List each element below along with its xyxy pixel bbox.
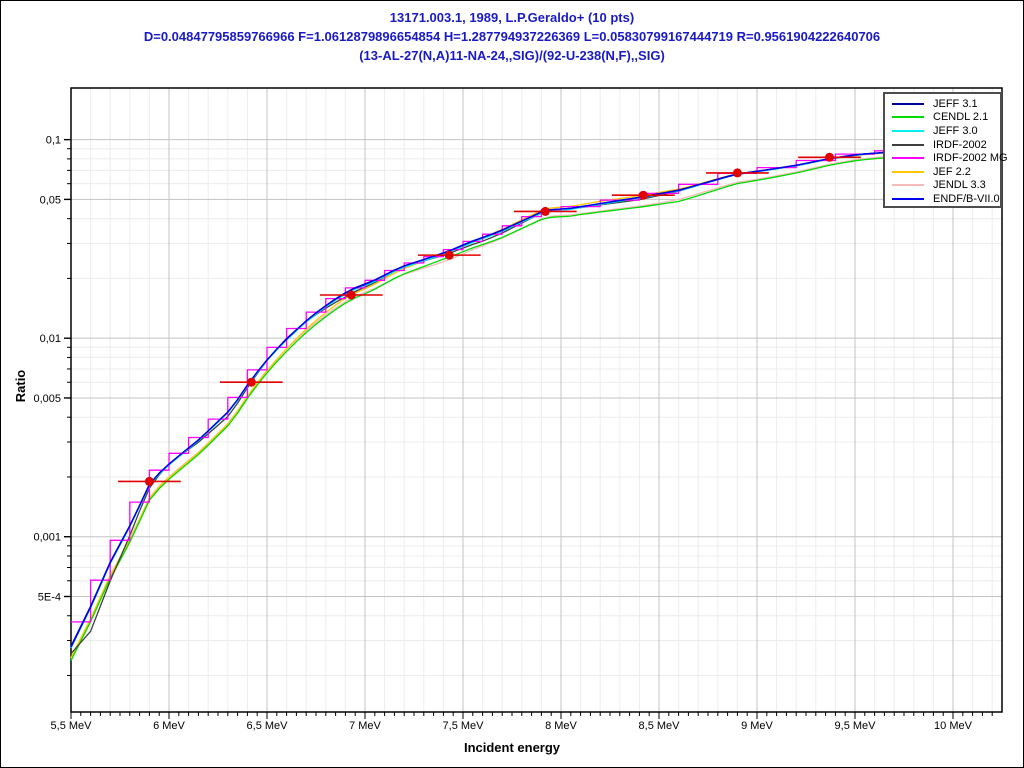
curve-jendl-3.3[interactable] bbox=[70, 147, 1003, 659]
data-point[interactable] bbox=[444, 250, 454, 260]
x-axis-title: Incident energy bbox=[463, 740, 561, 755]
legend-item-irdf-2002-mg[interactable]: IRDF-2002 MG bbox=[892, 151, 1008, 165]
legend-label: JEFF 3.1 bbox=[933, 97, 978, 110]
legend-item-cendl-2.1[interactable]: CENDL 2.1 bbox=[892, 111, 1000, 125]
x-tick-label: 10 MeV bbox=[934, 720, 973, 732]
legend-line-sample bbox=[892, 129, 924, 132]
legend-item-jeff-3.1[interactable]: JEFF 3.1 bbox=[892, 97, 1000, 111]
data-point[interactable] bbox=[346, 290, 356, 300]
legend-line-sample bbox=[892, 157, 924, 160]
legend-item-irdf-2002[interactable]: IRDF-2002 bbox=[892, 138, 1000, 152]
x-tick-label: 6,5 MeV bbox=[247, 720, 289, 732]
title-line-statistics: D=0.04847795859766966 F=1.06128798966548… bbox=[143, 29, 881, 44]
legend-item-endf-b-vii.0[interactable]: ENDF/B-VII.0 bbox=[892, 192, 1000, 206]
legend-line-sample bbox=[892, 116, 924, 119]
x-tick-label: 6 MeV bbox=[153, 720, 185, 732]
title-line-dataset: 13171.003.1, 1989, L.P.Geraldo+ (10 pts) bbox=[389, 10, 635, 25]
title-line-reaction: (13-AL-27(N,A)11-NA-24,,SIG)/(92-U-238(N… bbox=[359, 48, 665, 63]
x-tick-label: 7 MeV bbox=[349, 720, 381, 732]
y-tick-label: 0,05 bbox=[40, 194, 61, 206]
chart-title: 13171.003.1, 1989, L.P.Geraldo+ (10 pts)… bbox=[1, 8, 1023, 65]
y-tick-label: 0,01 bbox=[40, 333, 61, 345]
data-point[interactable] bbox=[144, 476, 154, 486]
legend-item-jendl-3.3[interactable]: JENDL 3.3 bbox=[892, 179, 1000, 193]
x-tick-label: 7,5 MeV bbox=[443, 720, 485, 732]
legend-line-sample bbox=[892, 143, 924, 146]
legend-label: JEFF 3.0 bbox=[933, 124, 978, 137]
curve-endf-b-vii.0[interactable] bbox=[70, 144, 1003, 648]
x-tick-label: 8 MeV bbox=[545, 720, 577, 732]
x-tick-label: 9 MeV bbox=[741, 720, 773, 732]
legend-line-sample bbox=[892, 197, 924, 200]
legend[interactable]: JEFF 3.1 CENDL 2.1 JEFF 3.0 IRDF-2002 IRDF-2… bbox=[883, 92, 1008, 208]
legend-item-jef-2.2[interactable]: JEF 2.2 bbox=[892, 165, 1000, 179]
x-tick-label: 9,5 MeV bbox=[835, 720, 877, 732]
y-tick-label: 0,005 bbox=[33, 393, 61, 405]
y-axis-title: Ratio bbox=[13, 369, 28, 403]
legend-line-sample bbox=[892, 102, 924, 105]
legend-label: JEF 2.2 bbox=[933, 165, 971, 178]
legend-label: JENDL 3.3 bbox=[933, 179, 986, 192]
legend-label: IRDF-2002 MG bbox=[933, 152, 1008, 165]
y-tick-label: 0,001 bbox=[33, 532, 61, 544]
x-tick-label: 5,5 MeV bbox=[51, 720, 93, 732]
curve-irdf-2002-mg[interactable] bbox=[71, 144, 1002, 623]
data-point[interactable] bbox=[540, 206, 550, 216]
curve-cendl-2.1[interactable] bbox=[70, 148, 1003, 661]
data-point[interactable] bbox=[732, 168, 742, 178]
data-point[interactable] bbox=[246, 377, 256, 387]
y-tick-label: 5E-4 bbox=[38, 592, 61, 604]
x-tick-label: 8,5 MeV bbox=[639, 720, 681, 732]
legend-item-jeff-3.0[interactable]: JEFF 3.0 bbox=[892, 124, 1000, 138]
y-tick-label: 0,1 bbox=[46, 135, 61, 147]
data-point[interactable] bbox=[638, 190, 648, 200]
legend-line-sample bbox=[892, 184, 924, 187]
legend-line-sample bbox=[892, 170, 924, 173]
legend-label: ENDF/B-VII.0 bbox=[933, 192, 1000, 205]
legend-label: CENDL 2.1 bbox=[933, 111, 989, 124]
data-point[interactable] bbox=[825, 152, 835, 162]
legend-label: IRDF-2002 bbox=[933, 138, 987, 151]
plot-border bbox=[70, 87, 1003, 713]
